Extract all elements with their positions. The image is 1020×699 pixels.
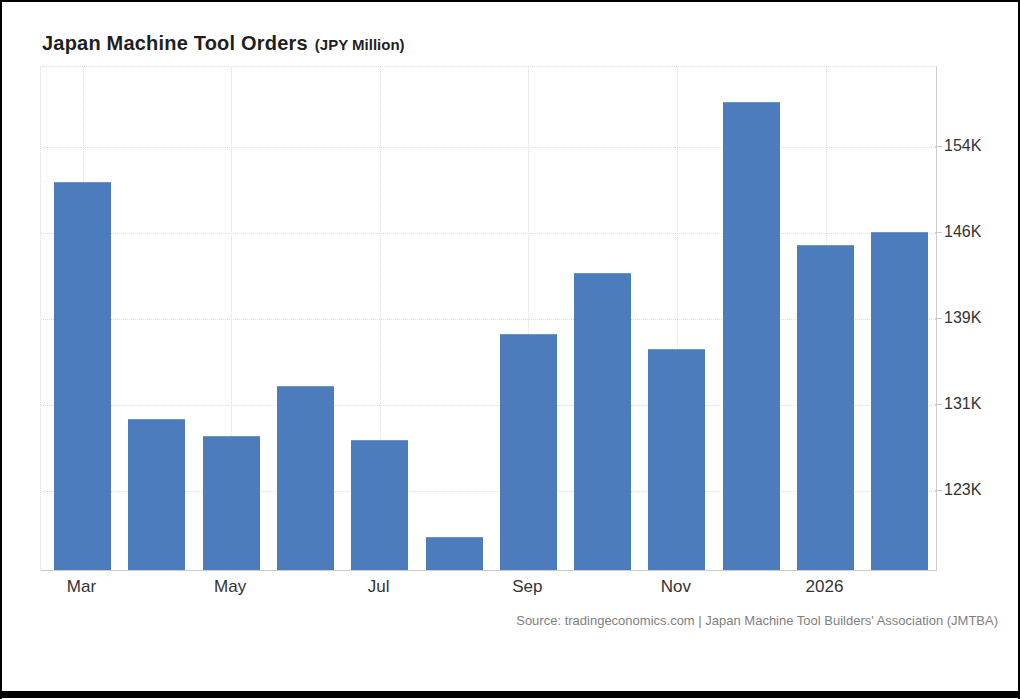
y-gridline: [41, 233, 936, 234]
bar-chart-plot-area: [40, 66, 937, 571]
screenshot-frame: Japan Machine Tool Orders (JPY Million) …: [0, 0, 1020, 699]
bar-sep-2025[interactable]: [500, 334, 557, 570]
source-attribution: Source: tradingeconomics.com | Japan Mac…: [516, 613, 998, 628]
chart-title-text: Japan Machine Tool Orders: [42, 32, 308, 55]
bar-jul-2025[interactable]: [351, 440, 408, 570]
x-axis-label: Sep: [512, 577, 542, 597]
y-axis-label: 123K: [944, 481, 981, 499]
y-tick-mark: [935, 232, 942, 233]
x-axis-label: Nov: [661, 577, 691, 597]
chart-title: Japan Machine Tool Orders (JPY Million): [42, 32, 405, 55]
bar-jan-2026[interactable]: [797, 245, 854, 570]
bar-nov-2025[interactable]: [648, 349, 705, 570]
bar-feb-2026[interactable]: [871, 232, 928, 570]
y-axis-label: 154K: [944, 137, 981, 155]
bar-apr-2025[interactable]: [128, 419, 185, 570]
x-axis-label: May: [214, 577, 246, 597]
bar-dec-2025[interactable]: [723, 102, 780, 570]
y-tick-mark: [935, 146, 942, 147]
y-axis-label: 131K: [944, 395, 981, 413]
x-axis-label: Jul: [368, 577, 390, 597]
y-axis-label: 139K: [944, 309, 981, 327]
bar-oct-2025[interactable]: [574, 273, 631, 570]
y-tick-mark: [935, 490, 942, 491]
bar-may-2025[interactable]: [203, 436, 260, 570]
bar-aug-2025[interactable]: [426, 537, 483, 570]
bar-mar-2025[interactable]: [54, 182, 111, 570]
y-tick-mark: [935, 318, 942, 319]
x-axis-label: Mar: [67, 577, 96, 597]
chart-title-unit: (JPY Million): [315, 36, 405, 53]
bar-jun-2025[interactable]: [277, 386, 334, 570]
y-axis-label: 146K: [944, 223, 981, 241]
y-tick-mark: [935, 404, 942, 405]
x-axis-label: 2026: [806, 577, 844, 597]
bottom-frame-bar: [2, 691, 1018, 698]
y-gridline: [41, 147, 936, 148]
